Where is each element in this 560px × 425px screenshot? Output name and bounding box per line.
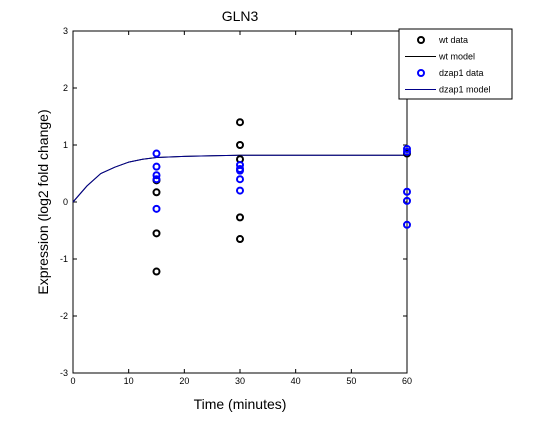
y-tick-label: 3	[63, 26, 68, 36]
wt-data-point	[236, 213, 244, 222]
dzap1-data-point	[403, 187, 411, 196]
dzap1-data-point	[403, 196, 411, 205]
dzap1-data-point	[403, 147, 411, 156]
legend-marker	[417, 36, 425, 44]
x-tick-label: 10	[124, 376, 134, 386]
legend-label: dzap1 model	[439, 85, 491, 95]
axis-ticks: 0 10 20 30 40 50 60 -3 -2 -1 0 1 2 3	[60, 26, 412, 386]
legend: wt data wt model dzap1 data dzap1 model	[398, 28, 513, 100]
y-tick-label: -2	[60, 311, 68, 321]
x-axis-label: Time (minutes)	[194, 396, 287, 412]
x-tick-label: 40	[291, 376, 301, 386]
dzap1-data-point	[403, 144, 411, 153]
y-tick-label: -3	[60, 368, 68, 378]
legend-label: wt data	[438, 35, 468, 45]
y-tick-label: 1	[63, 140, 68, 150]
dzap1-data-point	[152, 149, 161, 158]
wt-data-point	[236, 235, 244, 244]
x-tick-label: 60	[402, 376, 412, 386]
dzap1-data-point	[152, 162, 161, 171]
wt-data-point	[152, 229, 161, 238]
series-layer	[72, 118, 411, 276]
wt-data-point	[152, 267, 161, 276]
y-tick-label: 0	[63, 197, 68, 207]
wt-data-point	[152, 188, 161, 197]
x-tick-label: 30	[235, 376, 245, 386]
legend-label: wt model	[438, 52, 475, 62]
y-tick-label: -1	[60, 254, 68, 264]
x-tick-label: 0	[70, 376, 75, 386]
dzap1-data-point	[152, 175, 161, 184]
dzap1-data-point	[152, 204, 161, 213]
y-tick-label: 2	[63, 83, 68, 93]
dzap1-data-point	[236, 175, 244, 184]
chart-title: GLN3	[222, 8, 259, 24]
wt-data-point	[236, 141, 244, 149]
x-tick-label: 20	[179, 376, 189, 386]
dzap1-data-point	[152, 171, 161, 180]
x-tick-label: 50	[346, 376, 356, 386]
dzap1-data-point	[403, 220, 411, 229]
legend-marker	[417, 69, 425, 77]
y-axis-label: Expression (log2 fold change)	[35, 109, 51, 294]
wt-data-point	[236, 118, 244, 127]
dzap1-data-point	[236, 186, 244, 195]
plot-area	[72, 30, 408, 374]
dzap1-data-point	[236, 166, 244, 175]
legend-label: dzap1 data	[439, 68, 484, 78]
